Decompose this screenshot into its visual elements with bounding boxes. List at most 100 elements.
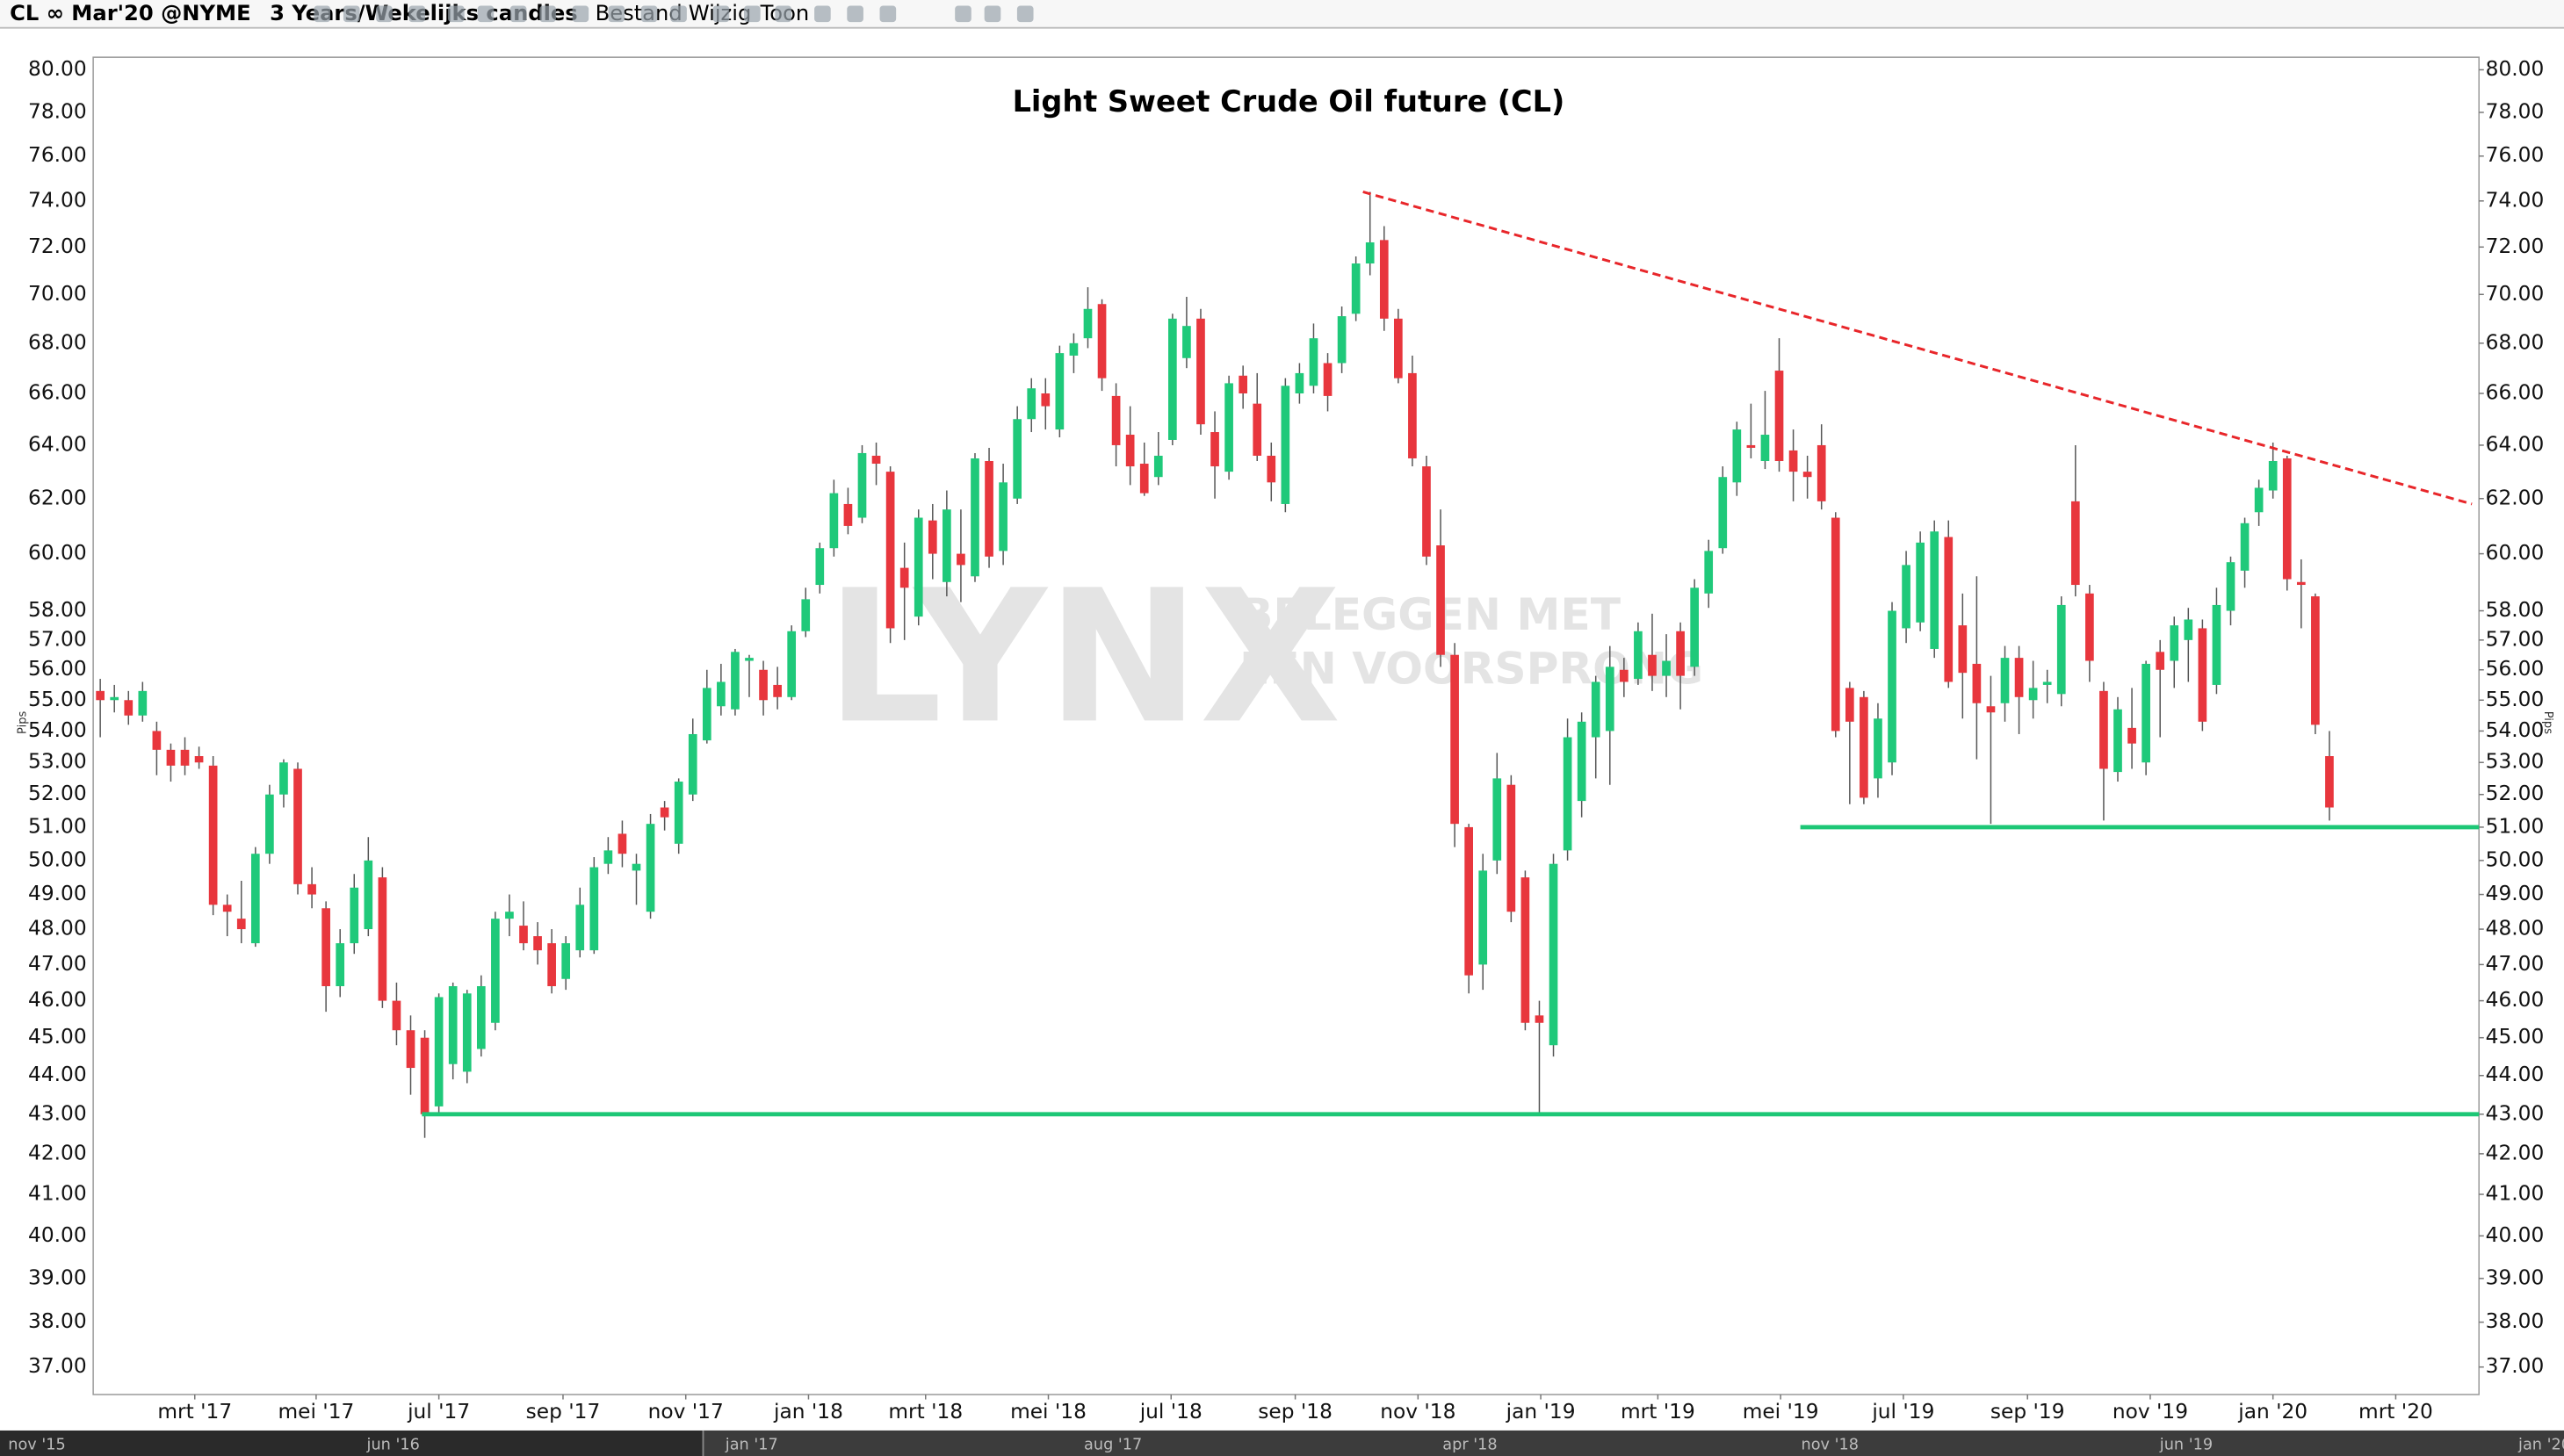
candle-body (885, 472, 895, 629)
candle-body (491, 919, 500, 1023)
candle-body (646, 824, 655, 912)
candle-body (1281, 386, 1290, 504)
y-tick-label: 78.00 (28, 99, 87, 123)
y-tick-label: 49.00 (28, 882, 87, 905)
candle-body (406, 1030, 415, 1069)
candle-body (1520, 877, 1530, 1023)
candle-body (603, 850, 613, 864)
x-tick-label: mrt '20 (2358, 1400, 2433, 1424)
candle-body (971, 458, 979, 577)
candle-body (1041, 393, 1051, 407)
candle-body (420, 1037, 430, 1114)
candle-body (688, 733, 697, 795)
candle-body (1394, 318, 1403, 378)
candle-body (1182, 326, 1191, 358)
symbol[interactable]: CL ∞ Mar'20 @NYME (10, 1, 250, 25)
candle-body (2141, 663, 2150, 763)
candle-body (1323, 363, 1333, 396)
y-tick-label: 41.00 (28, 1182, 87, 1206)
x-tick-label: jul '18 (1139, 1400, 1203, 1424)
candle-body (1309, 338, 1318, 386)
candle-body (2127, 727, 2136, 744)
x-tick-label: sep '19 (1990, 1400, 2065, 1424)
y-tick-label: 74.00 (28, 188, 87, 212)
toolbar-icon (879, 5, 897, 23)
candle-body (2268, 460, 2278, 491)
toolbar-icon (775, 5, 792, 23)
toolbar-icon (814, 5, 831, 23)
candle-body (1591, 681, 1600, 738)
plot-frame (92, 56, 2480, 1395)
y-tick-label: 38.00 (2486, 1309, 2545, 1333)
candle-body (717, 681, 726, 707)
candle-body (1295, 372, 1304, 393)
y-tick-label: 50.00 (2486, 847, 2545, 871)
candle-body (1958, 625, 1968, 674)
candle-body (787, 631, 797, 697)
candle-body (815, 548, 825, 586)
x-tick-label: jul '17 (407, 1400, 470, 1424)
x-tick-label: mrt '19 (1621, 1400, 1695, 1424)
candle-body (773, 684, 782, 697)
candle-body (462, 993, 472, 1072)
candle-body (1888, 610, 1896, 763)
candle-body (350, 887, 359, 944)
y-tick-label: 76.00 (28, 143, 87, 167)
candle-body (1930, 531, 1939, 649)
x-tick-label: jan '19 (1506, 1400, 1576, 1424)
candle-body (1055, 353, 1065, 430)
x-tick-label: nov '17 (648, 1400, 724, 1424)
candle-body (1111, 395, 1121, 445)
y-tick-label: 72.00 (28, 234, 87, 258)
toolbar-icon (448, 5, 465, 23)
toolbar-icon (408, 5, 426, 23)
menu-item[interactable]: Bestand (596, 1, 683, 25)
candle-body (1634, 631, 1643, 680)
candle-body (1253, 403, 1262, 456)
y-tick-label: 64.00 (28, 432, 87, 456)
candle-body (1506, 784, 1516, 912)
y-tick-label: 74.00 (2486, 188, 2545, 212)
y-tick-label: 57.00 (28, 627, 87, 651)
candle-body (1860, 696, 1868, 798)
navigator-label: aug '17 (1084, 1437, 1142, 1454)
candle-body (2085, 593, 2094, 661)
y-tick-label: 76.00 (2486, 143, 2545, 167)
navigator-label: jan '20 (2517, 1437, 2564, 1454)
candle-body (1845, 688, 1854, 722)
y-tick-label: 54.00 (2486, 718, 2545, 742)
y-tick-label: 45.00 (28, 1025, 87, 1049)
candle-body (1577, 721, 1586, 802)
toolbar-icon (640, 5, 658, 23)
y-tick-label: 80.00 (2486, 57, 2545, 81)
candle-body (2070, 501, 2080, 586)
candle-body (1676, 631, 1685, 676)
candle-body (899, 567, 909, 588)
candle-body (1619, 669, 1629, 682)
navigator-label: jun '19 (2159, 1437, 2213, 1454)
toolbar-icon (955, 5, 971, 23)
y-tick-label: 58.00 (2486, 598, 2545, 622)
x-tick-label: nov '18 (1380, 1400, 1455, 1424)
candle-body (1774, 371, 1784, 461)
x-tick-label: nov '19 (2113, 1400, 2188, 1424)
candle-body (1732, 429, 1742, 483)
candle-body (547, 943, 556, 987)
candle-body (1492, 778, 1502, 861)
toolbar-icon (1016, 5, 1034, 23)
candle-body (2000, 658, 2010, 703)
x-tick-label: mrt '18 (888, 1400, 963, 1424)
candle-body (1365, 241, 1375, 264)
candle-body (1662, 660, 1671, 676)
candle-body (1718, 477, 1728, 549)
candle-body (2311, 596, 2320, 725)
candle-body (674, 782, 683, 844)
x-tick-label: jul '19 (1871, 1400, 1934, 1424)
candle-body (1337, 316, 1347, 364)
candle-body (1267, 455, 1276, 483)
navigator-window[interactable] (703, 1430, 2564, 1456)
navigator-label: apr '18 (1442, 1437, 1497, 1454)
toolbar-icon (477, 5, 495, 23)
